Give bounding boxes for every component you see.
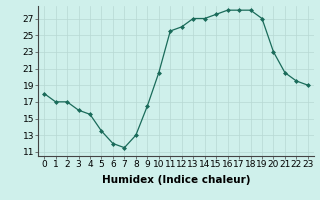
X-axis label: Humidex (Indice chaleur): Humidex (Indice chaleur) bbox=[102, 175, 250, 185]
